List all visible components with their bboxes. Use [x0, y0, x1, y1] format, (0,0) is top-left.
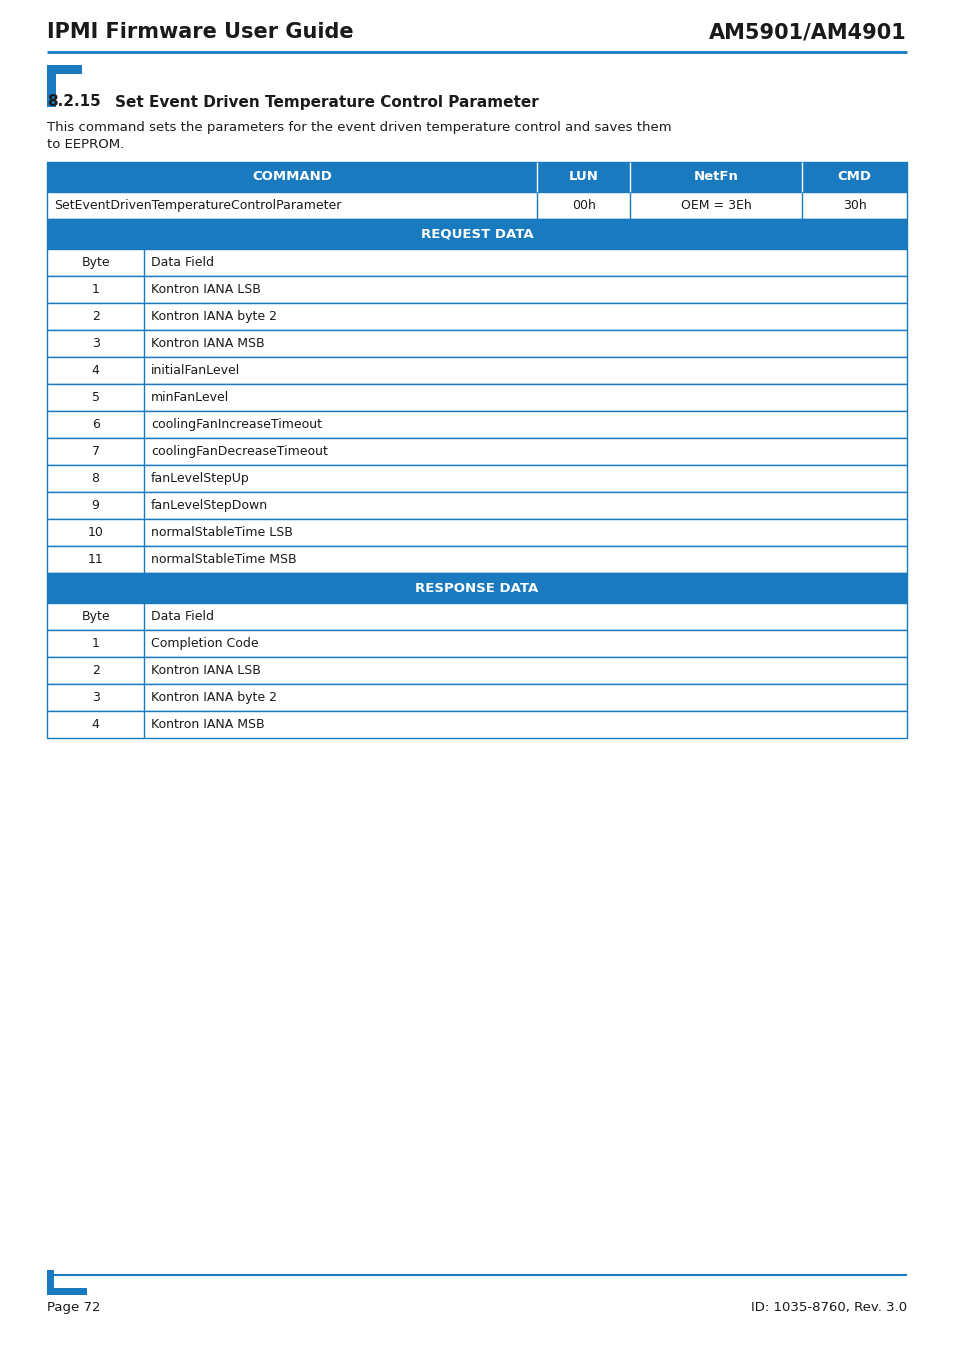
Text: 8: 8: [91, 472, 99, 485]
Text: Kontron IANA MSB: Kontron IANA MSB: [151, 718, 265, 730]
Text: Set Event Driven Temperature Control Parameter: Set Event Driven Temperature Control Par…: [115, 95, 538, 109]
Text: normalStableTime MSB: normalStableTime MSB: [151, 554, 296, 566]
Text: fanLevelStepUp: fanLevelStepUp: [151, 472, 250, 485]
Text: 3: 3: [91, 338, 99, 350]
Bar: [47, 684, 906, 711]
Text: LUN: LUN: [568, 170, 598, 184]
Text: 4: 4: [91, 718, 99, 730]
Text: 11: 11: [88, 554, 103, 566]
Text: 10: 10: [88, 526, 104, 539]
Text: Byte: Byte: [81, 256, 110, 269]
Bar: [47, 383, 906, 410]
Text: 4: 4: [91, 364, 99, 377]
Text: OEM = 3Eh: OEM = 3Eh: [680, 198, 751, 212]
Bar: [47, 711, 906, 738]
Text: 1: 1: [91, 637, 99, 649]
Text: REQUEST DATA: REQUEST DATA: [420, 228, 533, 240]
Text: SetEventDrivenTemperatureControlParameter: SetEventDrivenTemperatureControlParamete…: [54, 198, 341, 212]
Text: coolingFanDecreaseTimeout: coolingFanDecreaseTimeout: [151, 446, 328, 458]
Text: Completion Code: Completion Code: [151, 637, 258, 649]
Bar: [47, 275, 906, 302]
Bar: [47, 545, 906, 572]
Bar: [47, 162, 906, 192]
Text: 2: 2: [91, 664, 99, 676]
Text: Page 72: Page 72: [47, 1301, 100, 1315]
Text: initialFanLevel: initialFanLevel: [151, 364, 240, 377]
Bar: [47, 603, 906, 630]
Text: minFanLevel: minFanLevel: [151, 392, 229, 404]
Bar: [47, 356, 906, 383]
Text: Kontron IANA LSB: Kontron IANA LSB: [151, 284, 261, 296]
Text: ID: 1035-8760, Rev. 3.0: ID: 1035-8760, Rev. 3.0: [750, 1301, 906, 1315]
Bar: [47, 329, 906, 356]
Text: RESPONSE DATA: RESPONSE DATA: [415, 582, 538, 594]
Bar: [47, 1270, 54, 1295]
Text: This command sets the parameters for the event driven temperature control and sa: This command sets the parameters for the…: [47, 122, 671, 135]
Text: 8.2.15: 8.2.15: [47, 95, 101, 109]
Bar: [47, 248, 906, 275]
Bar: [47, 219, 906, 248]
Bar: [47, 518, 906, 545]
Text: 00h: 00h: [571, 198, 595, 212]
Text: fanLevelStepDown: fanLevelStepDown: [151, 500, 268, 512]
Bar: [47, 572, 906, 603]
Text: 5: 5: [91, 392, 99, 404]
Bar: [47, 630, 906, 657]
Text: Kontron IANA byte 2: Kontron IANA byte 2: [151, 310, 277, 323]
Text: AM5901/AM4901: AM5901/AM4901: [708, 22, 906, 42]
Bar: [47, 464, 906, 491]
Text: COMMAND: COMMAND: [252, 170, 332, 184]
Text: Kontron IANA byte 2: Kontron IANA byte 2: [151, 691, 277, 703]
Text: Kontron IANA LSB: Kontron IANA LSB: [151, 664, 261, 676]
Text: IPMI Firmware User Guide: IPMI Firmware User Guide: [47, 22, 354, 42]
Bar: [47, 437, 906, 464]
Text: 6: 6: [91, 418, 99, 431]
Bar: [47, 219, 906, 248]
Bar: [47, 65, 56, 107]
Bar: [47, 192, 906, 219]
Text: 3: 3: [91, 691, 99, 703]
Text: 1: 1: [91, 284, 99, 296]
Text: 30h: 30h: [841, 198, 865, 212]
Text: Data Field: Data Field: [151, 610, 214, 622]
Bar: [47, 410, 906, 437]
Text: Byte: Byte: [81, 610, 110, 622]
Bar: [47, 572, 906, 603]
Text: Kontron IANA MSB: Kontron IANA MSB: [151, 338, 265, 350]
Text: coolingFanIncreaseTimeout: coolingFanIncreaseTimeout: [151, 418, 322, 431]
Text: NetFn: NetFn: [693, 170, 738, 184]
Bar: [47, 302, 906, 329]
Bar: [47, 657, 906, 684]
Bar: [47, 491, 906, 518]
Text: 7: 7: [91, 446, 99, 458]
Text: Data Field: Data Field: [151, 256, 214, 269]
Bar: [47, 65, 82, 74]
Text: normalStableTime LSB: normalStableTime LSB: [151, 526, 293, 539]
Bar: [47, 1288, 87, 1295]
Text: to EEPROM.: to EEPROM.: [47, 139, 124, 151]
Text: 9: 9: [91, 500, 99, 512]
Text: 2: 2: [91, 310, 99, 323]
Text: CMD: CMD: [837, 170, 871, 184]
Bar: [47, 162, 906, 192]
